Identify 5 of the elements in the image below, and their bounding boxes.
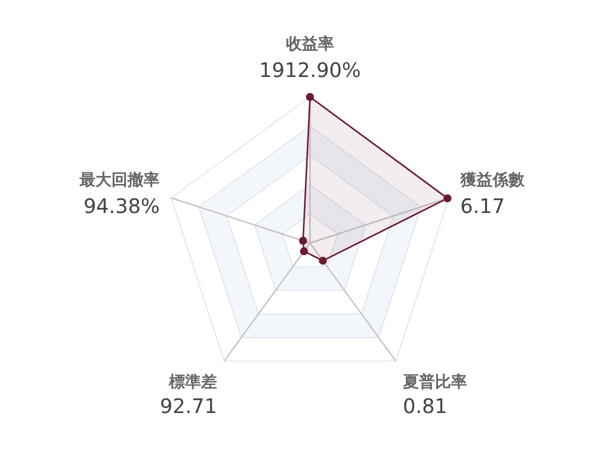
spoke-label: 夏普比率 0.81 — [402, 372, 467, 418]
spoke-label: 獲益係數 6.17 — [459, 170, 526, 218]
spoke-label: 最大回撤率 94.38% — [78, 170, 160, 218]
spoke-label: 收益率 1912.90% — [259, 34, 361, 82]
spoke-label: 標準差 92.71 — [160, 372, 218, 418]
